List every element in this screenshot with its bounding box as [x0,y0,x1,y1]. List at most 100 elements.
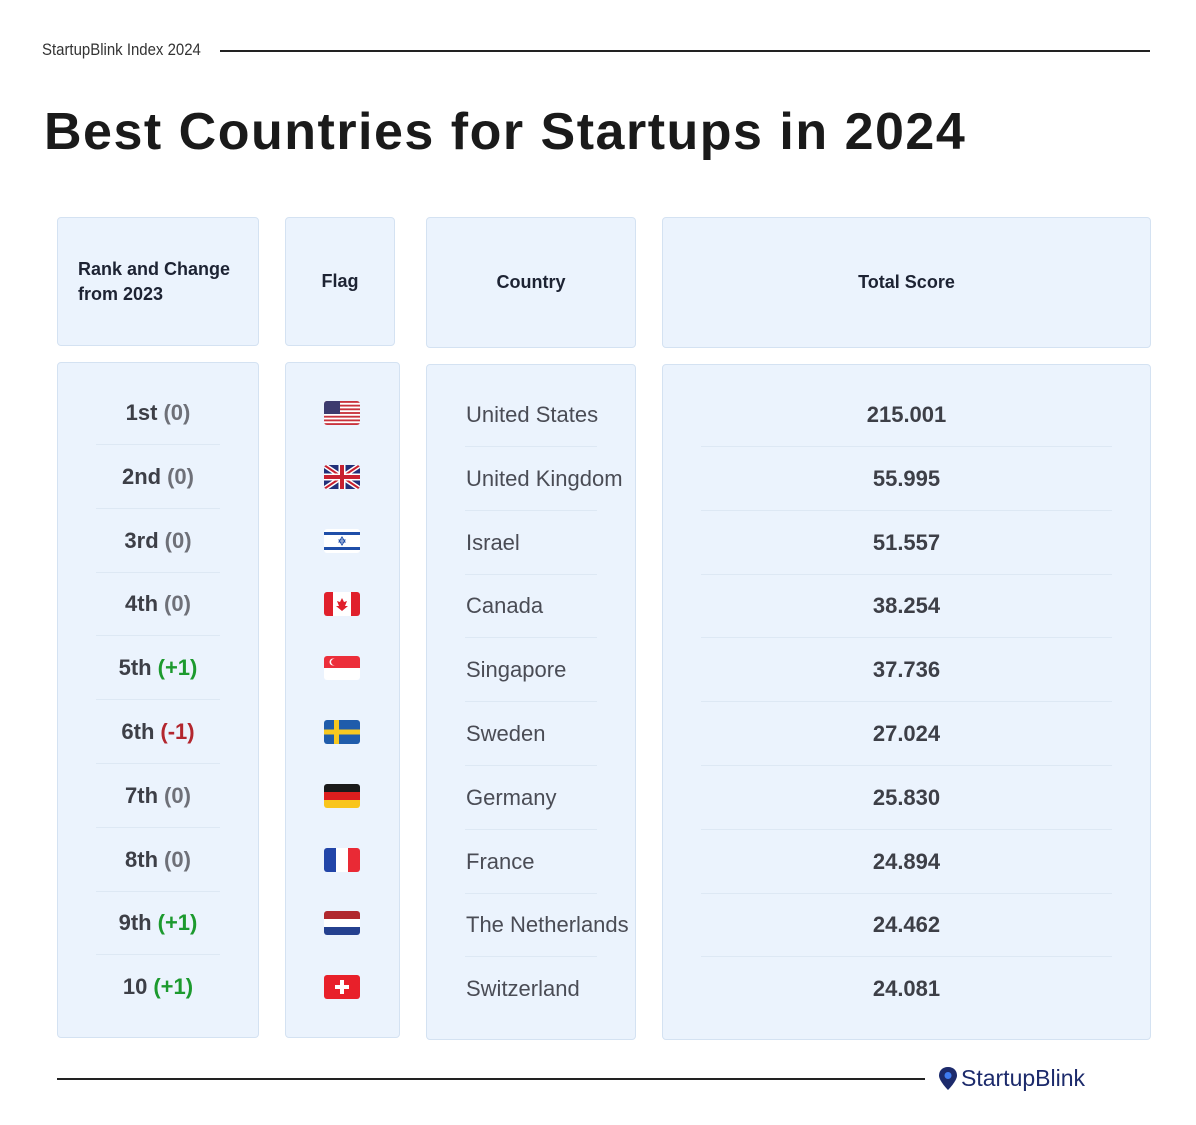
row-divider [96,826,220,828]
row-divider [465,637,597,639]
country: France [466,848,535,874]
row-divider [96,699,220,701]
header-cell: Flag [285,217,395,346]
change: (+1) [157,910,198,936]
change: (0) [164,527,192,553]
flag-column [285,362,400,1038]
flag [324,656,360,681]
score: 27.024 [872,721,941,746]
row-divider [701,446,1112,447]
change: (-1) [160,719,195,744]
rank-cell: 3rd (0) [57,509,259,573]
row-divider [465,828,597,830]
country: Canada [466,593,544,619]
row-divider [96,763,220,764]
rank-cell: 5th (+1) [57,636,259,700]
bottom-rule [57,1078,925,1080]
row-divider [465,573,597,575]
rank-cell: 4th (0) [57,572,259,636]
flag [324,464,360,489]
row-divider [701,892,1112,894]
row-divider [465,701,597,703]
header-text: Rank and Change from 2023 [78,258,231,304]
header-cell: Total Score [662,217,1151,348]
header-cell: Rank and Change from 2023 [57,217,259,346]
score: 38.254 [872,593,941,619]
score: 24.081 [872,976,941,1002]
rank: 2nd [121,463,162,489]
flag [324,911,360,936]
rank: 8th [125,846,159,872]
country: Sweden [466,721,546,746]
country: United States [466,402,599,427]
flag [324,975,360,1000]
country: United Kingdom [466,465,623,491]
rank: 7th [125,782,159,808]
rank-cell: 2nd (0) [57,445,259,509]
change: (0) [164,846,191,872]
rank: 9th [118,910,152,936]
flag [324,401,360,425]
rank: 6th [121,719,155,744]
rank: 4th [125,591,159,617]
header-text: Flag [321,271,359,291]
score: 25.830 [872,784,941,810]
row-divider [701,637,1112,639]
flag [324,783,360,808]
top-rule [220,50,1150,52]
change: (+1) [157,655,198,681]
logo-icon [939,1067,957,1090]
logo-text: StartupBlink [961,1065,1086,1091]
score: 24.462 [872,912,941,938]
header-text: Country [496,272,566,292]
rank: 10 [122,974,148,1000]
row-divider [96,890,220,892]
row-divider [701,701,1112,703]
rank: 5th [118,655,152,681]
header-text: Total Score [858,272,955,292]
country: Singapore [466,657,567,683]
flag [324,720,360,744]
row-divider [701,956,1112,958]
row-divider [701,509,1112,511]
flag [324,528,360,553]
row-divider [96,507,220,509]
flag [324,847,360,872]
title: Best Countries for Startups in 2024 [44,103,967,161]
country: Germany [466,784,557,810]
rank-cell: 10 (+1) [57,955,259,1019]
country: Switzerland [466,976,580,1002]
country: The Netherlands [466,912,629,938]
row-divider [465,446,597,447]
rank-cell: 6th (-1) [57,700,259,764]
change: (0) [164,782,191,808]
score: 51.557 [872,529,941,555]
rank-cell: 9th (+1) [57,891,259,955]
row-divider [465,956,597,958]
rank: 3rd [124,527,159,553]
score: 215.001 [866,402,947,427]
row-divider [96,571,220,573]
row-divider [465,509,597,511]
change: (0) [164,591,191,617]
row-divider [701,828,1112,830]
row-divider [96,444,220,445]
rank: 1st [125,400,158,425]
source-label: StartupBlink Index 2024 [42,40,201,59]
change: (+1) [153,974,194,1000]
rank-cell: 7th (0) [57,764,259,828]
header-cell: Country [426,217,636,348]
row-divider [96,954,220,956]
score: 24.894 [872,848,941,874]
row-divider [465,892,597,894]
row-divider [465,765,597,766]
score: 55.995 [872,465,941,491]
country: Israel [466,529,520,555]
score: 37.736 [872,657,941,683]
rank-cell: 8th (0) [57,828,259,892]
flag [324,592,360,617]
row-divider [701,573,1112,575]
row-divider [96,635,220,637]
row-divider [701,765,1112,766]
